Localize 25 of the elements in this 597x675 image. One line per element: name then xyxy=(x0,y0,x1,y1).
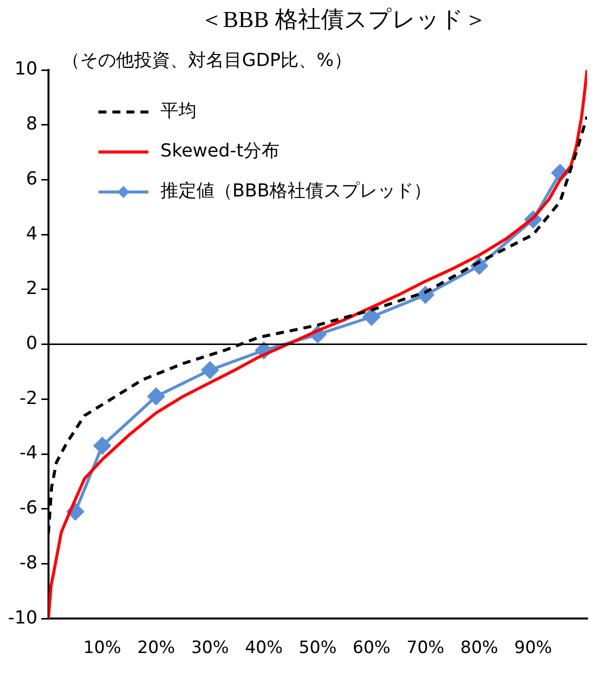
x-tick-label: 50% xyxy=(298,638,337,658)
x-tick-label: 60% xyxy=(352,638,390,658)
x-tick-label: 90% xyxy=(514,638,552,658)
y-tick-label: -2 xyxy=(19,388,38,409)
y-axis-title: （その他投資、対名目GDP比、%） xyxy=(62,49,352,72)
legend-label: 推定値（BBB格社債スプレッド） xyxy=(160,180,432,202)
y-tick-label: 10 xyxy=(14,58,38,80)
y-tick-label: -4 xyxy=(19,442,38,464)
x-tick-label: 80% xyxy=(460,638,498,658)
y-tick-label: 0 xyxy=(26,332,38,354)
chart-title: ＜BBB 格社債スプレッド＞ xyxy=(199,6,488,34)
y-tick-label: 4 xyxy=(26,223,38,244)
x-tick-label: 10% xyxy=(83,638,122,658)
x-tick-label: 20% xyxy=(137,638,176,658)
y-tick-label: 8 xyxy=(26,114,38,135)
x-tick-label: 40% xyxy=(244,638,283,658)
y-tick-label: -6 xyxy=(19,498,38,519)
y-tick-label: -10 xyxy=(8,607,38,628)
x-tick-label: 30% xyxy=(191,638,229,658)
x-tick-label: 70% xyxy=(406,638,444,658)
y-tick-label: 6 xyxy=(26,168,38,190)
legend-label: 平均 xyxy=(160,100,196,122)
y-tick-label: 2 xyxy=(26,278,38,300)
legend-label: Skewed-t分布 xyxy=(160,140,280,162)
y-tick-label: -8 xyxy=(19,552,38,574)
